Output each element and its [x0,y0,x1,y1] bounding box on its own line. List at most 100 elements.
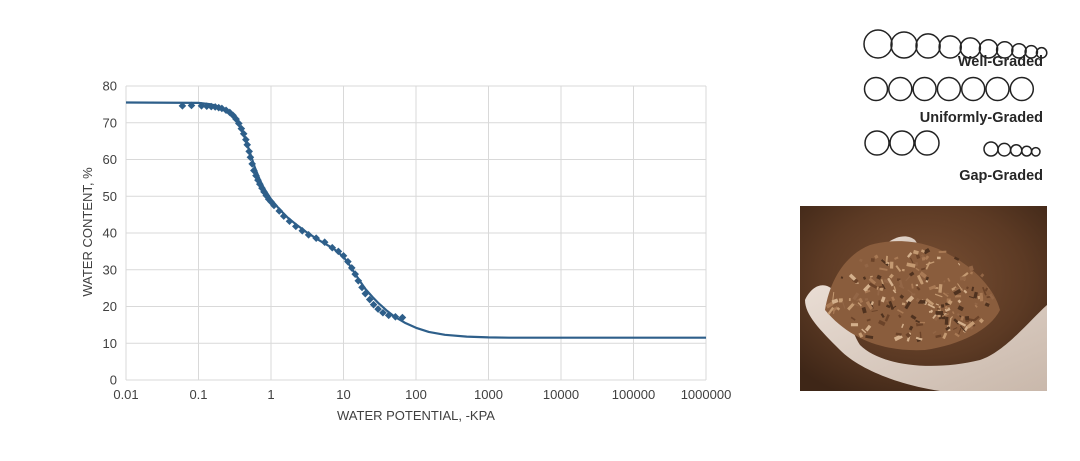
mulch-fragment [876,274,882,280]
mulch-fragment [952,327,958,330]
data-point-diamond [339,251,348,260]
grain-circle [1009,76,1035,102]
mulch-fragment [870,301,874,309]
mulch-fragment [905,295,915,304]
grain-circle [1035,46,1048,59]
mulch-fragment [988,293,995,300]
x-tick-label: 100 [405,387,427,402]
mulch-fragment [892,289,897,294]
mulch-fragment [920,249,926,253]
mulch-fragment [891,305,897,310]
uniformly-graded-circles-icon [863,76,1035,102]
mulch-fragment [877,287,880,296]
mulch-fragment [840,276,844,279]
mulch-fragment [868,282,878,289]
mulch-fragment [901,302,906,306]
mulch-fragment [904,301,912,310]
mulch-fragment [968,296,975,299]
data-point-diamond [351,270,359,278]
legend-uniformly-graded: Uniformly-Graded [863,76,1043,126]
mulch-fragment [954,332,960,338]
mulch-fragment [916,274,924,285]
mulch-fragment [936,256,941,260]
mulch-fragment [898,279,904,289]
hand-shape [805,285,1047,391]
mulch-fragment [945,326,951,331]
mulch-fragment [984,287,989,292]
mulch-fragment [858,332,864,338]
mulch-fragment [978,318,984,324]
mulch-fragment [925,276,930,281]
mulch-fragment [915,262,919,267]
mulch-fragment [874,254,879,259]
mulch-fragment [942,292,949,298]
mulch-fragment [908,325,914,331]
mulch-fragment [915,319,921,324]
mulch-fragment [971,286,975,292]
data-point-diamond [275,207,284,215]
mulch-fragment [956,313,961,317]
data-point-diamond [254,176,262,184]
mulch-fragment [899,294,905,300]
data-point-diamond [202,102,211,111]
legend-well-graded: Well-Graded [863,29,1048,70]
mulch-fragment [943,280,946,283]
mulch-fragment [862,276,867,280]
mulch-fragment [897,309,904,314]
mulch-fragment [963,289,968,294]
mulch-fragment [894,256,899,260]
grain-circle [864,130,890,156]
mulch-fragment [864,289,871,294]
mulch-fragment [927,303,936,309]
mulch-fragment [838,298,843,303]
mulch-fragment [848,273,857,281]
x-axis-title: WATER POTENTIAL, -KPA [337,408,495,423]
mulch-fragment [912,249,919,255]
data-point-diamond [250,166,258,175]
mulch-fragment [935,334,942,339]
y-tick-label: 0 [110,373,117,388]
mulch-fragment [941,313,949,317]
data-point-diamond [214,103,223,112]
mulch-fragment [870,301,874,306]
mulch-fragment [925,298,935,306]
compost-photo [800,206,1047,391]
data-point-diamond [258,184,266,192]
mulch-fragment [842,301,846,309]
mulch-fragment [951,311,955,315]
grain-circle [1021,145,1033,157]
mulch-fragment [881,283,886,290]
mulch-fragment [973,315,980,322]
mulch-fragment [974,302,978,306]
mulch-fragment [868,277,877,285]
x-tick-label: 0.01 [113,387,138,402]
mulch-fragment [950,316,954,319]
mulch-fragment [869,275,873,278]
grain-circle [1011,42,1027,59]
data-point-diamond [292,222,300,231]
mulch-fragment [907,252,913,258]
mulch-fragment [909,257,914,264]
mulch-fragment [895,332,902,336]
data-point-diamond [243,141,252,149]
x-tick-label: 1000 [474,387,503,402]
mulch-fragment [938,250,947,254]
data-point-diamond [298,226,307,235]
mulch-fragment [831,298,839,305]
grain-circle [889,130,915,156]
mulch-fragment [970,271,974,275]
mulch-fragment [901,323,905,329]
mulch-fragment [960,315,965,321]
mulch-fragment [953,256,960,261]
mulch-fragment [918,300,926,304]
mulch-fragment [948,317,952,327]
mulch-fragment [964,315,970,321]
mulch-fragment [893,334,903,342]
mulch-fragment [915,254,921,260]
data-point-diamond [347,264,356,272]
mulch-fragment [935,311,944,315]
data-point-diamond [354,276,363,285]
mulch-fragment [937,307,941,310]
data-point-diamond [344,257,352,266]
mulch-fragment [934,293,943,298]
